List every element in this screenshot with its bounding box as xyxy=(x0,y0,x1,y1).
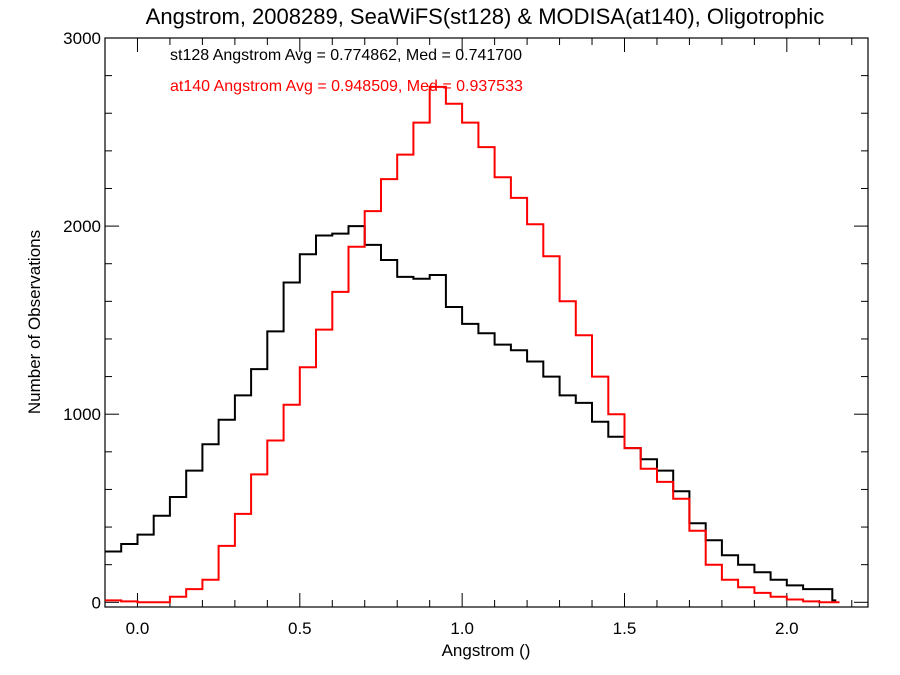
axis-ticks xyxy=(104,37,868,607)
chart-title: Angstrom, 2008289, SeaWiFS(st128) & MODI… xyxy=(146,4,825,29)
x-tick-label: 0.0 xyxy=(126,619,150,638)
x-axis-label: Angstrom () xyxy=(442,641,531,660)
x-tick-label: 0.5 xyxy=(288,619,312,638)
series-layer xyxy=(105,85,840,604)
annotation-at140: at140 Angstrom Avg = 0.948509, Med = 0.9… xyxy=(170,78,523,95)
axis-tick-labels: 0.0 0.5 1.0 1.5 2.0 0 1000 2000 3000 xyxy=(63,29,798,638)
y-tick-label: 1000 xyxy=(63,405,101,424)
y-tick-label: 3000 xyxy=(63,29,101,48)
series-line-at140 xyxy=(105,85,840,604)
y-tick-label: 2000 xyxy=(63,217,101,236)
x-tick-label: 1.0 xyxy=(450,619,474,638)
x-tick-label: 1.5 xyxy=(613,619,637,638)
annotation-st128: st128 Angstrom Avg = 0.774862, Med = 0.7… xyxy=(170,47,522,64)
y-tick-label: 0 xyxy=(92,593,101,612)
plot-frame xyxy=(104,37,869,608)
y-axis-label: Number of Observations xyxy=(25,230,44,414)
series-line-st128 xyxy=(105,225,837,602)
x-tick-label: 2.0 xyxy=(775,619,799,638)
